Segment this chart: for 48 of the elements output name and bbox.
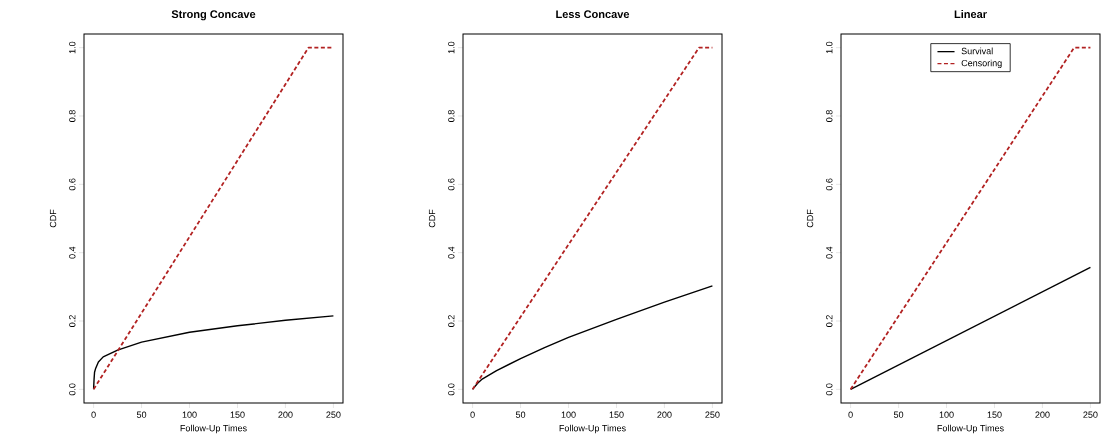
x-tick-label: 150 (230, 411, 245, 418)
y-tick-label: 1.0 (448, 41, 455, 54)
legend-label: Survival (961, 47, 993, 55)
y-tick-label: 0.4 (826, 246, 833, 259)
y-tick-label: 0.0 (448, 383, 455, 396)
x-tick-label: 250 (705, 411, 720, 418)
line-series (92, 315, 335, 391)
y-tick-label: 0.6 (448, 178, 455, 191)
y-tick-label: 0.6 (826, 178, 833, 191)
y-axis-title: CDF (428, 209, 436, 228)
legend-label: Censoring (961, 59, 1002, 69)
x-tick-label: 50 (893, 411, 904, 418)
x-tick-label: 50 (515, 411, 526, 418)
x-tick-label: 150 (609, 411, 624, 418)
x-tick-label: 150 (987, 411, 1002, 418)
x-axis-title: Follow-Up Times (559, 424, 626, 434)
x-tick-label: 200 (657, 411, 672, 418)
x-tick-label: 0 (848, 411, 853, 418)
x-axis-title: Follow-Up Times (180, 424, 247, 434)
y-tick-label: 0.8 (69, 110, 76, 122)
x-tick-label: 0 (470, 411, 475, 418)
x-tick-label: 100 (561, 411, 576, 418)
y-tick-label: 0.8 (448, 110, 455, 122)
y-axis-title: CDF (49, 209, 57, 228)
x-tick-label: 50 (136, 411, 147, 418)
y-tick-label: 0.2 (448, 315, 455, 327)
y-tick-label: 0.2 (69, 315, 76, 327)
y-axis-title: CDF (806, 209, 814, 228)
y-tick-label: 0.4 (69, 246, 76, 259)
chart-title: Strong Concave (171, 10, 256, 21)
y-tick-label: 0.8 (826, 110, 833, 122)
x-tick-label: 100 (182, 411, 197, 418)
chart-title: Less Concave (556, 10, 630, 19)
x-tick-label: 250 (326, 411, 341, 418)
x-tick-label: 0 (91, 411, 96, 418)
x-tick-label: 200 (278, 411, 293, 418)
x-tick-label: 100 (939, 411, 954, 418)
x-axis-title: Follow-Up Times (937, 424, 1004, 434)
y-tick-label: 0.6 (69, 178, 76, 191)
y-tick-label: 0.2 (826, 315, 833, 327)
y-tick-label: 0.0 (69, 383, 76, 396)
y-tick-label: 0.4 (448, 246, 455, 259)
x-tick-label: 200 (1035, 411, 1050, 418)
chart-title: Linear (954, 10, 987, 19)
y-tick-label: 1.0 (69, 41, 76, 54)
y-tick-label: 0.0 (826, 383, 833, 396)
x-tick-label: 250 (1083, 411, 1098, 418)
y-tick-label: 1.0 (826, 41, 833, 54)
